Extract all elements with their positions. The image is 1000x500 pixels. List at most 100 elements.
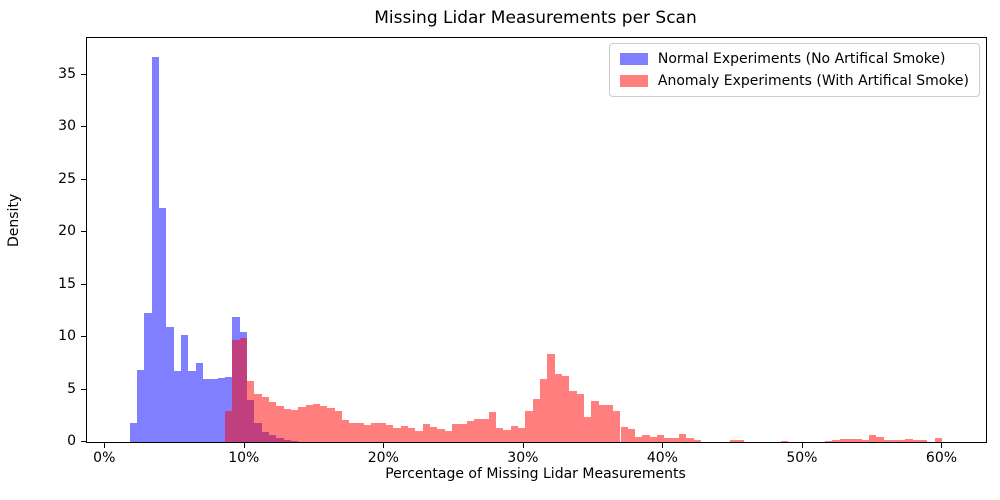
histogram-bar-normal [137,369,145,442]
x-tick-label: 30% [507,450,539,466]
histogram-bar-normal [180,334,189,442]
histogram-bar-anomaly [327,408,335,442]
histogram-bar-anomaly [832,439,840,442]
histogram-bar-anomaly [854,438,862,442]
histogram-bar-anomaly [444,430,453,442]
histogram-bar-anomaly [554,373,562,442]
x-tick-mark [801,443,803,448]
x-tick-mark [522,443,524,448]
histogram-bar-anomaly [246,381,255,442]
histogram-bar-anomaly [591,401,599,442]
histogram-bar-anomaly [686,438,694,442]
histogram-bar-normal [159,208,167,442]
legend-label-normal: Normal Experiments (No Artifical Smoke) [657,51,946,67]
y-tick-mark [81,336,86,338]
histogram-bar-anomaly [824,440,833,442]
histogram-bar-anomaly [642,434,650,442]
histogram-bar-anomaly [356,422,365,442]
x-tick-label: 60% [925,450,958,466]
histogram-bar-anomaly [620,426,628,442]
x-tick-label: 40% [646,450,678,466]
histogram-bar-anomaly [598,405,606,442]
histogram-bar-anomaly [912,439,921,442]
x-tick-label: 10% [228,450,260,466]
y-tick-label: 35 [58,65,76,82]
histogram-bar-anomaly [430,427,438,442]
histogram-bar-anomaly [415,430,423,442]
histogram-bar-anomaly [298,407,306,442]
x-tick-mark [383,443,385,448]
legend-swatch-anomaly [619,75,648,87]
x-axis-label: Percentage of Missing Lidar Measurements [385,466,686,482]
histogram-bar-anomaly [569,390,577,442]
histogram-bar-anomaly [664,438,672,442]
histogram-bar-anomaly [657,435,665,442]
histogram-bar-anomaly [605,405,614,442]
y-tick-mark [81,388,86,390]
histogram-bar-normal [151,56,159,442]
histogram-bar-anomaly [305,405,313,442]
legend-entry-anomaly: Anomaly Experiments (With Artifical Smok… [619,73,969,89]
histogram-bar-anomaly [547,354,555,442]
y-tick-label: 15 [58,275,76,292]
y-tick-label: 0 [67,433,76,449]
histogram-bar-anomaly [635,436,643,442]
histogram-bar-anomaly [517,428,526,442]
y-tick-mark [81,178,86,180]
histogram-bar-anomaly [532,398,540,442]
histogram-bar-anomaly [342,419,350,442]
plot-area: Normal Experiments (No Artifical Smoke) … [86,37,987,443]
x-tick-label: 0% [93,450,116,466]
histogram-bar-anomaly [400,426,409,442]
histogram-bar-anomaly [883,440,891,442]
x-tick-mark [662,443,664,448]
histogram-bar-anomaly [422,423,431,442]
histogram-bar-anomaly [334,411,343,442]
histogram-bar-anomaly [488,411,496,442]
histogram-bar-anomaly [386,424,394,442]
chart-title: Missing Lidar Measurements per Scan [374,8,697,28]
histogram-bar-anomaly [232,340,240,442]
histogram-bar-anomaly [254,393,262,442]
histogram-bar-anomaly [393,427,401,442]
histogram-bar-anomaly [876,436,884,442]
y-tick-label: 30 [58,118,76,135]
histogram-bar-anomaly [378,422,387,442]
histogram-bar-anomaly [613,410,621,442]
histogram-bar-anomaly [349,422,357,442]
legend-swatch-normal [619,53,648,65]
legend: Normal Experiments (No Artifical Smoke) … [608,43,980,97]
histogram-bar-anomaly [898,439,906,442]
histogram-bars-layer [87,38,986,442]
histogram-bar-anomaly [583,416,592,442]
histogram-bar-normal [129,423,138,442]
histogram-bar-anomaly [861,440,869,442]
histogram-bar-anomaly [312,403,321,442]
histogram-bar-anomaly [320,405,328,442]
y-tick-mark [81,231,86,233]
histogram-bar-normal [195,363,203,442]
y-tick-label: 10 [58,328,76,345]
histogram-bar-anomaly [561,375,570,442]
histogram-bar-anomaly [576,393,584,442]
histogram-bar-normal [224,376,233,442]
histogram-bar-anomaly [868,435,877,442]
histogram-bar-anomaly [671,437,680,442]
histogram-bar-anomaly [780,440,789,442]
histogram-bar-normal [144,312,152,442]
y-tick-mark [81,283,86,285]
histogram-bar-normal [173,370,181,442]
histogram-bar-anomaly [371,422,379,442]
histogram-bar-anomaly [890,439,899,442]
histogram-bar-anomaly [283,408,291,442]
histogram-bar-anomaly [224,410,233,442]
histogram-bar-normal [217,378,225,442]
y-axis-label: Density [6,193,22,247]
histogram-bar-anomaly [364,425,372,442]
x-tick-label: 50% [786,450,818,466]
x-tick-mark [243,443,245,448]
histogram-bar-anomaly [627,429,636,442]
histogram-bar-normal [210,379,218,442]
histogram-bar-anomaly [649,436,658,442]
y-tick-label: 20 [58,223,76,240]
